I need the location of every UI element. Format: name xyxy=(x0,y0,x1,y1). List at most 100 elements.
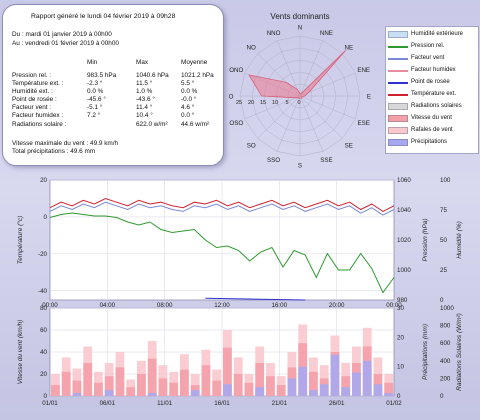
y-tick-solar: 0 xyxy=(440,393,444,400)
x-tick-time: 04:00 xyxy=(100,302,116,309)
series-line xyxy=(49,197,395,212)
chart-legend: Humidité extérieure Pression rel. Facteu… xyxy=(385,26,479,154)
row-avg: 0.0 ° xyxy=(181,112,195,119)
legend-label: Facteur vent xyxy=(411,55,445,61)
x-tick-time: 00:00 xyxy=(386,302,402,309)
x-tick-date: 01/02 xyxy=(386,400,402,407)
bar-vitesse-du-vent xyxy=(276,385,286,396)
row-avg: 1021.2 hPa xyxy=(181,72,214,79)
rose-direction-label: NNO xyxy=(267,30,281,37)
rose-direction-label: SSE xyxy=(320,157,332,164)
y-tick-temperature: 20 xyxy=(40,177,47,184)
legend-swatch xyxy=(388,103,408,110)
rose-tick-label: 0 xyxy=(297,100,300,106)
rose-direction-label: N xyxy=(298,25,302,32)
report-to-date: Au : vendredi 01 février 2019 à 00h00 xyxy=(12,40,119,47)
y-tick-precipitation: 10 xyxy=(397,364,404,371)
legend-label: Pression rel. xyxy=(411,43,445,49)
bar-pr-cipitations xyxy=(287,378,297,396)
rose-tick-label: 10 xyxy=(272,100,278,106)
y-tick-wind: 60 xyxy=(40,327,47,334)
row-avg: 44.6 w/m² xyxy=(181,121,210,128)
bar-vitesse-du-vent xyxy=(255,363,265,396)
legend-label: Vitesse du vent xyxy=(411,115,452,121)
bar-pr-cipitations xyxy=(362,360,372,396)
bar-vitesse-du-vent xyxy=(309,371,318,396)
bar-pr-cipitations xyxy=(319,384,329,396)
y-tick-wind: 20 xyxy=(40,371,47,378)
y-tick-temperature: 0 xyxy=(44,214,48,221)
series-line xyxy=(205,297,306,301)
row-label: Radiations solaire : xyxy=(12,121,67,128)
row-max: 1040.6 hPa xyxy=(136,72,169,79)
bar-vitesse-du-vent xyxy=(61,371,71,396)
rose-spoke xyxy=(244,95,301,120)
legend-item-pressure: Pression rel. xyxy=(388,41,478,51)
row-max: 11.4 ° xyxy=(136,104,153,111)
row-max: 11.5 ° xyxy=(136,80,153,87)
col-header-avg: Moyenne xyxy=(181,59,208,66)
rose-tick-label: 25 xyxy=(236,100,242,106)
x-tick-date: 26/01 xyxy=(329,400,345,407)
wind-rose-chart: Vents dominants N NNE NE ENE E ESE SE SSE S SSO SO O… xyxy=(229,12,371,170)
legend-label: Humidité extérieure xyxy=(411,31,464,37)
bar-pr-cipitations xyxy=(147,393,157,396)
y-tick-humidity: 25 xyxy=(440,267,447,274)
y-tick-humidity: 75 xyxy=(440,207,447,214)
bar-pr-cipitations xyxy=(190,390,200,396)
row-max: 10.4 ° xyxy=(136,112,153,119)
bar-pr-cipitations xyxy=(309,390,318,396)
bar-vitesse-du-vent xyxy=(341,376,351,396)
y-tick-pressure: 1040 xyxy=(397,207,411,214)
rose-data-polygon xyxy=(248,49,347,99)
legend-item-wind-speed: Vitesse du vent xyxy=(388,113,478,123)
rose-direction-label: ONO xyxy=(229,67,243,74)
y-tick-temperature: -40 xyxy=(38,288,48,295)
bar-pr-cipitations xyxy=(373,384,383,396)
bar-vitesse-du-vent xyxy=(233,374,243,396)
bar-pr-cipitations xyxy=(352,372,361,396)
row-label: Facteur vent : xyxy=(12,104,52,111)
y-tick-solar: 200 xyxy=(440,375,451,382)
legend-item-dew-point: Point de rosée xyxy=(388,77,478,87)
report-from-date: Du : mardi 01 janvier 2019 à 00h00 xyxy=(12,31,112,38)
y-tick-humidity: 100 xyxy=(440,177,451,184)
y-tick-precipitation: 0 xyxy=(397,393,401,400)
y-tick-temperature: -20 xyxy=(38,251,48,258)
row-avg: 0.0 % xyxy=(181,88,198,95)
x-tick-time: 16:00 xyxy=(272,302,288,309)
legend-label: Point de rosée xyxy=(411,79,450,85)
y-tick-pressure: 1000 xyxy=(397,267,411,274)
rose-direction-label: ESE xyxy=(358,120,370,127)
bar-vitesse-du-vent xyxy=(223,347,232,396)
row-min: -5.1 ° xyxy=(87,104,103,111)
x-tick-date: 11/01 xyxy=(157,400,173,407)
bar-vitesse-du-vent xyxy=(83,363,93,396)
y-tick-wind: 40 xyxy=(40,349,47,356)
bar-vitesse-du-vent xyxy=(126,387,136,396)
rose-direction-label: SSO xyxy=(267,157,280,164)
bar-vitesse-du-vent xyxy=(180,369,189,396)
weather-time-series-chart: 200-20-4010601040102010009801007550250Te… xyxy=(16,177,463,407)
legend-label: Température ext. xyxy=(411,91,457,97)
x-tick-date: 21/01 xyxy=(272,400,288,407)
rose-tick-label: 15 xyxy=(260,100,266,106)
rose-direction-label: O xyxy=(229,94,234,101)
legend-item-solar: Radiations solaires xyxy=(388,101,478,111)
y-tick-precipitation: 20 xyxy=(397,334,404,341)
y-tick-solar: 800 xyxy=(440,323,451,330)
bar-vitesse-du-vent xyxy=(169,382,179,396)
row-label: Humidité ext. : xyxy=(12,88,53,95)
bar-pr-cipitations xyxy=(384,393,394,396)
row-min: -2.3 ° xyxy=(87,80,103,87)
x-tick-time: 00:00 xyxy=(42,302,58,309)
rose-direction-label: ENE xyxy=(357,67,370,74)
row-min: 0.0 % xyxy=(87,88,104,95)
y-axis-title-temperature: Température (°c) xyxy=(16,216,24,265)
rose-direction-label: S xyxy=(298,163,302,170)
rose-spoke xyxy=(257,95,301,139)
row-label: Température ext. : xyxy=(12,80,64,87)
bar-vitesse-du-vent xyxy=(244,382,254,396)
rose-spoke xyxy=(299,40,324,97)
legend-item-gusts: Rafales de vent xyxy=(388,125,478,135)
